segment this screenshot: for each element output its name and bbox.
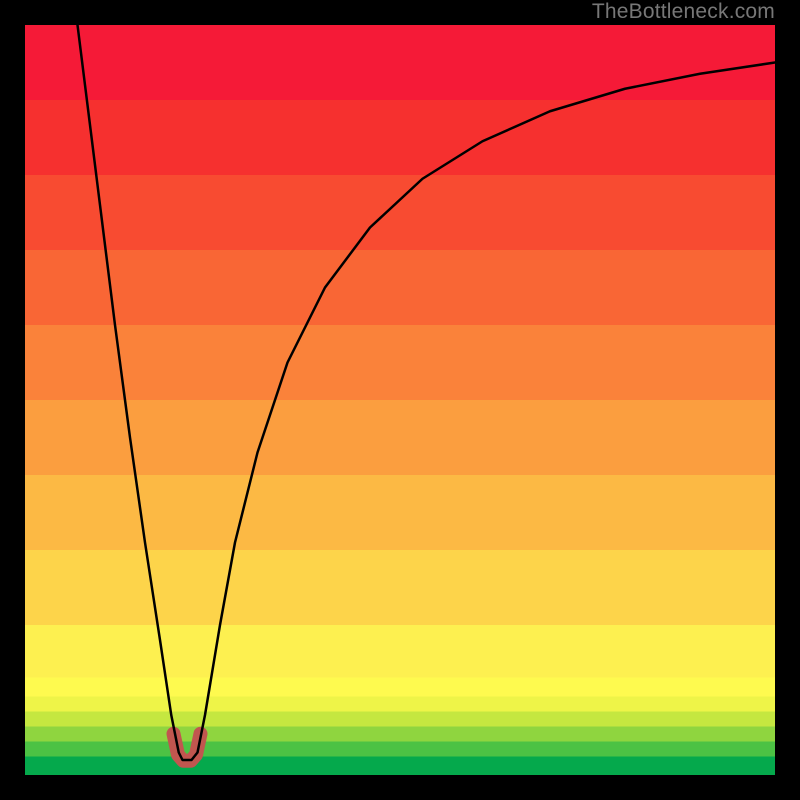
gradient-fill [25,25,775,775]
chart-frame [25,25,775,775]
watermark-text: TheBottleneck.com [592,0,775,24]
bottleneck-chart [25,25,775,775]
